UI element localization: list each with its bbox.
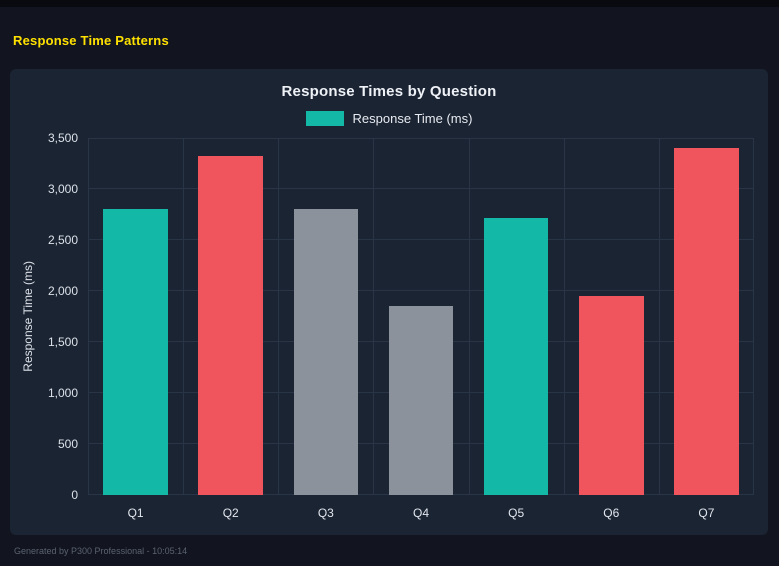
legend-label: Response Time (ms) xyxy=(352,111,473,126)
y-axis-title-text: Response Time (ms) xyxy=(21,261,35,372)
y-tick-label: 0 xyxy=(71,488,78,502)
gridline-vertical xyxy=(563,138,565,495)
y-axis-title: Response Time (ms) xyxy=(16,138,40,495)
chart-area: Response Time (ms) 0 500 1,000 1,500 2,000 2,… xyxy=(16,131,754,525)
bar-q3[interactable] xyxy=(293,209,359,495)
x-tick-label: Q6 xyxy=(603,506,620,520)
x-tick-label: Q1 xyxy=(127,506,144,520)
x-axis-labels: Q1 Q2 Q3 Q4 Q5 Q6 Q7 xyxy=(88,495,754,525)
x-tick-label: Q5 xyxy=(508,506,525,520)
gridline-vertical xyxy=(183,138,185,495)
legend-item[interactable]: Response Time (ms) xyxy=(10,111,768,126)
bar-q1[interactable] xyxy=(103,209,168,495)
x-tick-label: Q4 xyxy=(412,506,429,520)
y-tick-label: 2,000 xyxy=(47,284,78,298)
gridline-vertical xyxy=(373,138,375,495)
gridline-vertical xyxy=(658,138,660,495)
gridline-horizontal xyxy=(88,290,754,291)
x-tick-label: Q2 xyxy=(222,506,239,520)
plot-area xyxy=(88,138,754,495)
gridline-horizontal xyxy=(88,188,754,189)
chart-title: Response Times by Question xyxy=(281,83,497,100)
y-tick-label: 1,000 xyxy=(47,386,78,400)
chart-panel: Response Times by Question Response Time… xyxy=(10,69,768,535)
y-tick-label: 3,000 xyxy=(47,182,78,196)
legend-swatch xyxy=(305,111,344,126)
y-tick-label: 500 xyxy=(57,437,78,451)
bar-q4[interactable] xyxy=(388,306,454,495)
bar-q2[interactable] xyxy=(198,156,264,495)
footer-text: Generated by P300 Professional - 10:05:1… xyxy=(14,546,188,556)
gridline-vertical xyxy=(753,138,754,495)
page-title: Response Time Patterns xyxy=(13,33,169,48)
y-tick-label: 1,500 xyxy=(47,335,78,349)
x-tick-label: Q7 xyxy=(698,506,715,520)
gridline-vertical xyxy=(278,138,280,495)
y-axis-ticks: 0 500 1,000 1,500 2,000 2,500 3,000 3,500 xyxy=(40,131,88,502)
window-top-strip xyxy=(0,0,779,7)
x-tick-label: Q3 xyxy=(317,506,334,520)
bar-q6[interactable] xyxy=(578,296,644,495)
gridline-vertical xyxy=(88,138,89,495)
bar-q7[interactable] xyxy=(674,148,739,495)
y-tick-label: 3,500 xyxy=(47,131,78,145)
y-tick-label: 2,500 xyxy=(47,233,78,247)
gridline-horizontal xyxy=(88,138,754,139)
bar-q5[interactable] xyxy=(483,217,549,495)
gridline-horizontal xyxy=(88,239,754,240)
gridline-vertical xyxy=(468,138,470,495)
